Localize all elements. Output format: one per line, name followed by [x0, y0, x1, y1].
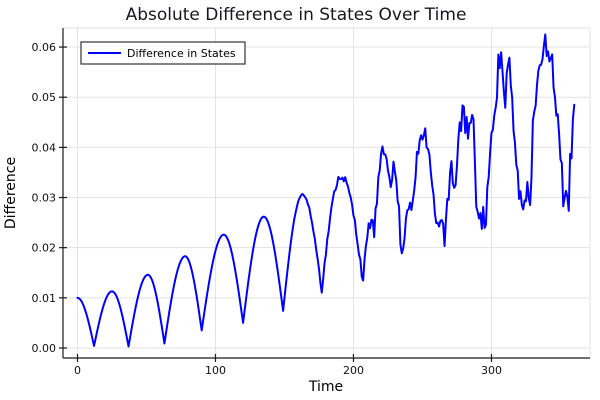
y-tick-label: 0.01 [32, 292, 57, 305]
x-axis-label: Time [308, 379, 343, 395]
chart-title: Absolute Difference in States Over Time [126, 5, 467, 25]
axis-ticks [59, 46, 493, 362]
legend-box [80, 41, 246, 65]
legend: Difference in States [80, 41, 246, 65]
legend-label: Difference in States [127, 47, 236, 60]
y-tick-label: 0.02 [32, 242, 57, 255]
x-tick-label: 100 [205, 364, 226, 377]
x-tick-label: 0 [74, 364, 81, 377]
y-tick-label: 0.04 [32, 141, 57, 154]
y-tick-label: 0.00 [32, 342, 57, 355]
plot-frame [62, 27, 591, 359]
difference-line [76, 33, 576, 348]
y-tick-label: 0.03 [32, 192, 57, 205]
y-tick-label: 0.05 [32, 91, 57, 104]
y-tick-label: 0.06 [32, 41, 57, 54]
y-axis-label: Difference [3, 157, 19, 229]
data-series [76, 33, 576, 348]
tick-labels: 0.00 0.01 0.02 0.03 0.04 0.05 0.06 0 100 200 300 [32, 41, 502, 377]
x-tick-label: 300 [481, 364, 502, 377]
x-tick-label: 200 [343, 364, 364, 377]
